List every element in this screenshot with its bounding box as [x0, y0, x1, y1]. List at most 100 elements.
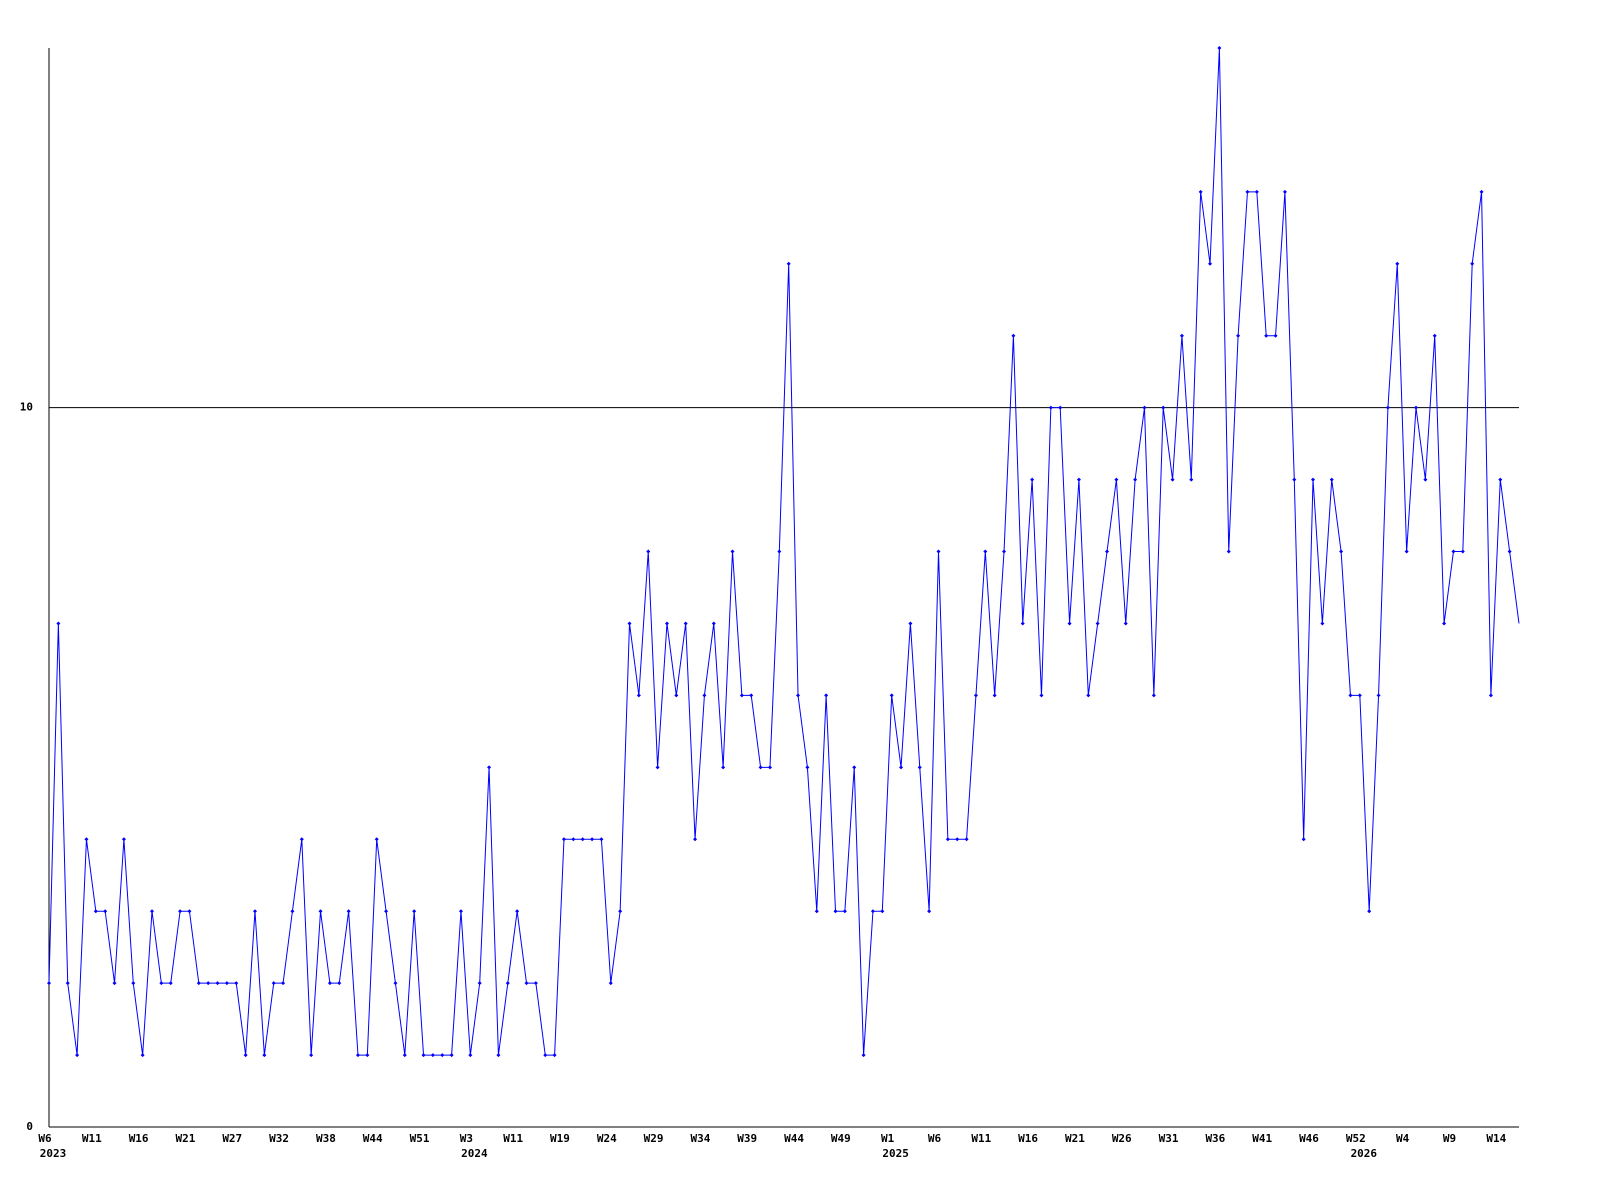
x-tick-label: W32 [269, 1132, 289, 1145]
data-point [402, 1053, 407, 1058]
data-point [861, 1053, 866, 1058]
x-tick-label: W52 [1346, 1132, 1366, 1145]
data-point [627, 621, 632, 626]
data-point [487, 765, 492, 770]
data-point [374, 837, 379, 842]
data-point [1161, 405, 1166, 410]
x-year-label: 2023 [40, 1147, 67, 1160]
data-point [121, 837, 126, 842]
data-point [412, 909, 417, 914]
data-point [365, 1053, 370, 1058]
data-point [421, 1053, 426, 1058]
x-tick-label: W44 [363, 1132, 383, 1145]
data-point [749, 693, 754, 698]
data-point [1479, 189, 1484, 194]
x-tick-label: W14 [1486, 1132, 1506, 1145]
data-point [1254, 189, 1259, 194]
data-point [468, 1053, 473, 1058]
data-point [440, 1053, 445, 1058]
data-point [430, 1053, 435, 1058]
data-point [1105, 549, 1110, 554]
x-tick-label: W36 [1205, 1132, 1225, 1145]
data-point [571, 837, 576, 842]
data-point [1095, 621, 1100, 626]
data-point [1236, 333, 1241, 338]
data-point [65, 981, 70, 986]
data-point [1301, 837, 1306, 842]
data-point [1189, 477, 1194, 482]
data-point [1282, 189, 1287, 194]
data-point [103, 909, 108, 914]
data-point [290, 909, 295, 914]
data-point [608, 981, 613, 986]
x-tick-label: W6 [38, 1132, 52, 1145]
data-point [1367, 909, 1372, 914]
x-tick-label: W49 [831, 1132, 851, 1145]
data-point [927, 909, 932, 914]
data-point [721, 765, 726, 770]
data-point [1470, 261, 1475, 266]
data-point [842, 909, 847, 914]
data-point [758, 765, 763, 770]
data-point [346, 909, 351, 914]
data-point [458, 909, 463, 914]
x-year-label: 2024 [461, 1147, 488, 1160]
data-point [243, 1053, 248, 1058]
data-point [777, 549, 782, 554]
data-point [168, 981, 173, 986]
data-point [870, 909, 875, 914]
data-point [1507, 549, 1512, 554]
data-point [1273, 333, 1278, 338]
data-point [711, 621, 716, 626]
data-point [1376, 693, 1381, 698]
data-point [1348, 693, 1353, 698]
data-point [271, 981, 276, 986]
x-year-label: 2026 [1351, 1147, 1378, 1160]
data-point [983, 549, 988, 554]
x-tick-label: W19 [550, 1132, 570, 1145]
data-point [1292, 477, 1297, 482]
data-point [1329, 477, 1334, 482]
data-point [1339, 549, 1344, 554]
x-year-label: 2025 [882, 1147, 909, 1160]
x-tick-label: W31 [1159, 1132, 1179, 1145]
data-point [880, 909, 885, 914]
data-point [384, 909, 389, 914]
data-point [730, 549, 735, 554]
data-point [693, 837, 698, 842]
data-point [636, 693, 641, 698]
x-tick-label: W16 [1018, 1132, 1038, 1145]
x-tick-label: W39 [737, 1132, 757, 1145]
data-point [505, 981, 510, 986]
data-point [1048, 405, 1053, 410]
data-point [655, 765, 660, 770]
x-tick-label: W16 [129, 1132, 149, 1145]
data-point [767, 765, 772, 770]
data-point [590, 837, 595, 842]
data-point [1123, 621, 1128, 626]
data-point [206, 981, 211, 986]
data-point [543, 1053, 548, 1058]
data-point [899, 765, 904, 770]
data-point [1432, 333, 1437, 338]
x-tick-label: W3 [460, 1132, 473, 1145]
data-point [1039, 693, 1044, 698]
data-line [48, 47, 1520, 1056]
data-point [1151, 693, 1156, 698]
x-tick-label: W46 [1299, 1132, 1319, 1145]
data-point [599, 837, 604, 842]
data-point [309, 1053, 314, 1058]
data-point [449, 1053, 454, 1058]
x-tick-label: W51 [410, 1132, 430, 1145]
data-point [1311, 477, 1316, 482]
data-point [1423, 477, 1428, 482]
data-point [1086, 693, 1091, 698]
data-point [252, 909, 257, 914]
data-point [393, 981, 398, 986]
data-point [140, 1053, 145, 1058]
data-point [1451, 549, 1456, 554]
data-point [1067, 621, 1072, 626]
data-point [262, 1053, 267, 1058]
data-point [515, 909, 520, 914]
data-point [149, 909, 154, 914]
